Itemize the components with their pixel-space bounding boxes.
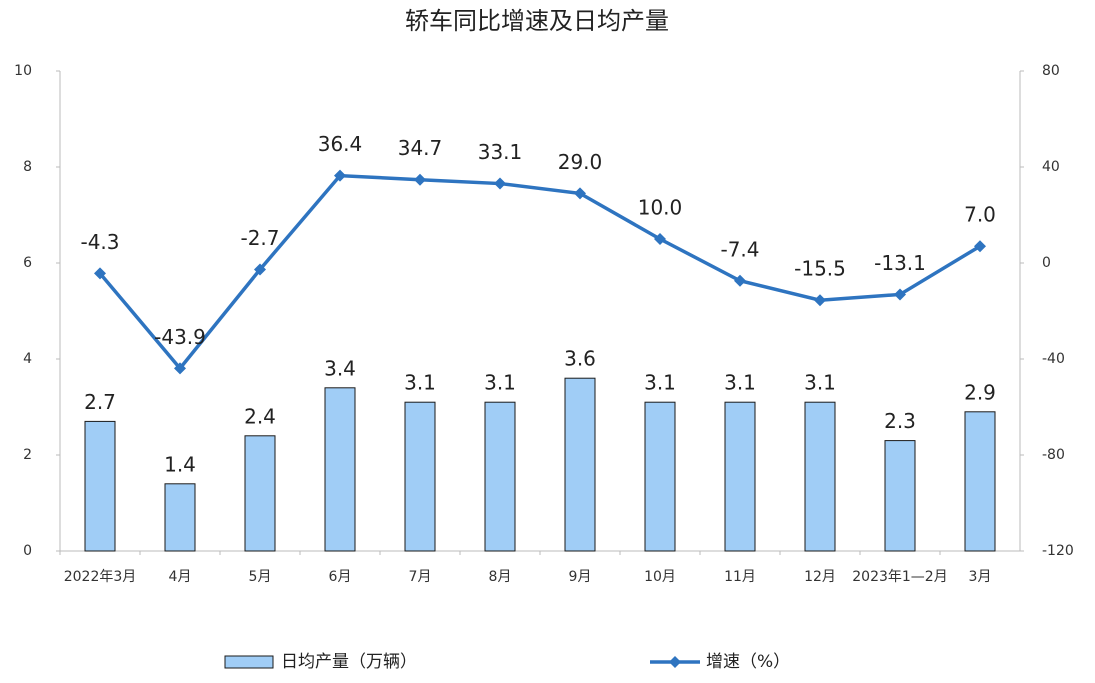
bar [84, 420, 116, 552]
y-tick-label: 0 [23, 543, 32, 559]
line-marker [654, 233, 666, 245]
x-tick-label: 2023年1—2月 [852, 569, 947, 585]
legend-swatch [224, 655, 274, 669]
bar-value-label: 3.1 [404, 371, 436, 395]
chart-title: 轿车同比增速及日均产量 [405, 7, 669, 35]
x-tick-label: 12月 [804, 569, 836, 585]
line-value-label: 10.0 [638, 196, 683, 220]
legend-label: 增速（%） [706, 652, 790, 672]
line-value-label: -43.9 [154, 325, 206, 349]
line-marker [414, 173, 426, 186]
x-tick-label: 9月 [569, 569, 592, 585]
line-value-label: 33.1 [478, 140, 523, 164]
line-value-label: 7.0 [964, 203, 996, 227]
bar [724, 401, 756, 552]
line-marker [894, 288, 906, 301]
legend-label: 日均产量（万辆） [281, 652, 417, 672]
bar-value-label: 2.7 [84, 390, 116, 414]
bar [324, 387, 356, 552]
x-tick-label: 6月 [329, 569, 352, 585]
line-value-label: 34.7 [398, 136, 443, 160]
bar [484, 401, 516, 552]
y-tick-label: 10 [14, 63, 32, 79]
line-marker [814, 294, 826, 307]
line-marker [334, 169, 346, 182]
bar-value-label: 2.4 [244, 404, 276, 428]
x-tick-label: 7月 [409, 569, 432, 585]
bar-value-label: 3.1 [724, 371, 756, 395]
y-tick-label: 8 [23, 159, 32, 175]
line-marker [174, 362, 186, 375]
bar-value-label: 1.4 [164, 452, 196, 476]
legend-marker [669, 656, 681, 668]
bar-value-label: 3.1 [644, 371, 676, 395]
y2-tick-label: 0 [1042, 255, 1051, 271]
x-tick-label: 3月 [969, 569, 992, 585]
y2-tick-label: 40 [1042, 159, 1060, 175]
line-marker [574, 187, 586, 200]
line-marker [494, 177, 506, 190]
bar-value-label: 2.3 [884, 409, 916, 433]
bar-value-label: 3.6 [564, 347, 596, 371]
bar [884, 440, 916, 552]
bar [404, 401, 436, 552]
line-value-label: 36.4 [318, 132, 363, 156]
line [98, 173, 981, 372]
line-marker [974, 240, 986, 253]
x-tick-label: 10月 [644, 569, 676, 585]
line-marker [94, 267, 106, 280]
x-tick-label: 5月 [249, 569, 272, 585]
x-tick-label: 4月 [169, 569, 192, 585]
bar [244, 435, 276, 552]
y2-tick-label: -80 [1042, 447, 1065, 463]
y2-tick-label: -120 [1042, 543, 1074, 559]
bar-value-label: 3.1 [484, 371, 516, 395]
x-tick-label: 11月 [724, 569, 756, 585]
line-value-label: -2.7 [240, 226, 279, 250]
bar-value-label: 3.1 [804, 371, 836, 395]
x-tick-label: 2022年3月 [64, 569, 137, 585]
bar [164, 483, 196, 552]
line-marker [254, 263, 266, 276]
y2-tick-label: 80 [1042, 63, 1060, 79]
line-marker [734, 274, 746, 287]
bar-value-label: 3.4 [324, 356, 356, 380]
bar [804, 401, 836, 552]
x-tick-label: 8月 [489, 569, 512, 585]
line-value-label: -7.4 [720, 237, 759, 261]
bar [964, 411, 996, 552]
line-value-label: -4.3 [80, 230, 119, 254]
y-tick-label: 2 [23, 447, 32, 463]
y-tick-label: 4 [23, 351, 32, 367]
y2-tick-label: -40 [1042, 351, 1065, 367]
bar [564, 377, 596, 552]
bar-value-label: 2.9 [964, 380, 996, 404]
line-value-label: -13.1 [874, 251, 926, 275]
line-value-label: -15.5 [794, 257, 846, 281]
line-value-label: 29.0 [558, 150, 603, 174]
y-tick-label: 6 [23, 255, 32, 271]
bar [644, 401, 676, 552]
